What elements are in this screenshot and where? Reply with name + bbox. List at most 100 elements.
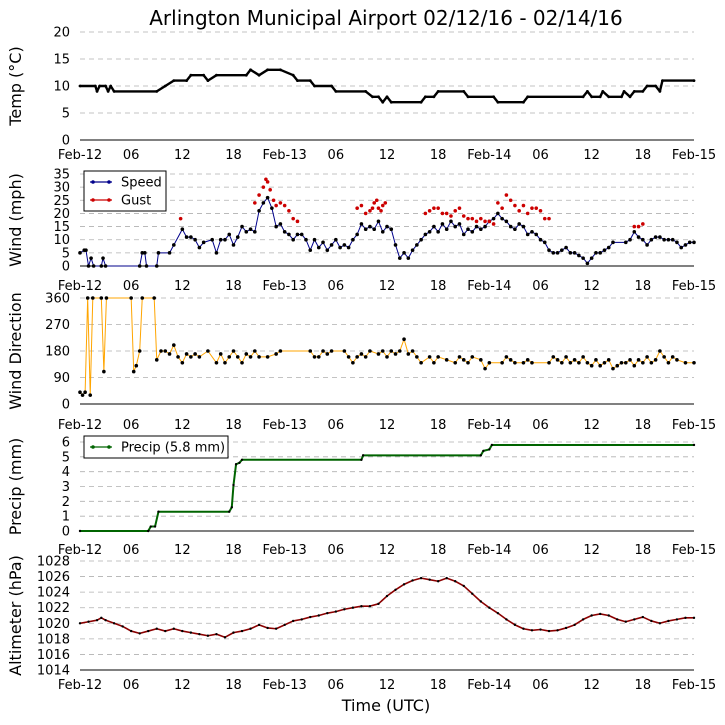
data-point-speed xyxy=(483,224,487,229)
data-point-direction xyxy=(551,355,556,359)
data-point-direction xyxy=(641,360,645,365)
data-point-direction xyxy=(645,355,649,359)
data-point-temp xyxy=(607,95,611,99)
data-point-speed xyxy=(397,256,402,260)
x-tick-label: 06 xyxy=(123,543,140,558)
data-point-speed xyxy=(589,256,594,260)
data-point-speed xyxy=(329,243,334,247)
data-point-altimeter xyxy=(95,618,99,622)
y-tick-label: 1 xyxy=(62,510,70,525)
data-point-speed xyxy=(257,209,261,213)
legend-marker-gust xyxy=(107,198,111,202)
data-point-direction xyxy=(564,355,568,359)
data-point-altimeter xyxy=(172,627,176,630)
data-point-temp xyxy=(628,95,632,99)
data-point-temp xyxy=(249,68,252,72)
data-point-temp xyxy=(308,79,312,82)
data-point-direction xyxy=(380,349,385,353)
data-point-precip xyxy=(490,443,494,447)
data-point-gust xyxy=(359,203,364,208)
data-point-direction xyxy=(683,360,688,365)
data-point-speed xyxy=(632,230,637,234)
y-tick-label: 25 xyxy=(53,194,70,209)
x-tick-label: 06 xyxy=(123,279,140,294)
data-point-direction xyxy=(560,360,564,365)
data-point-speed xyxy=(479,227,483,231)
x-tick-label: 18 xyxy=(635,418,652,433)
data-point-speed xyxy=(355,232,359,237)
data-point-direction xyxy=(483,366,487,371)
data-point-direction xyxy=(83,390,87,395)
data-point-speed xyxy=(683,243,688,247)
data-point-speed xyxy=(103,264,108,268)
data-point-altimeter xyxy=(164,629,167,633)
y-axis-label: Wind (mph) xyxy=(6,173,25,267)
data-point-speed xyxy=(436,230,440,234)
data-point-altimeter xyxy=(100,616,103,620)
x-tick-label: 12 xyxy=(583,279,600,294)
x-tick-label: 06 xyxy=(532,148,549,163)
data-point-speed xyxy=(534,232,539,237)
data-point-gust xyxy=(427,209,432,213)
data-point-speed xyxy=(521,224,526,229)
data-point-gust xyxy=(432,206,436,210)
data-point-speed xyxy=(214,251,219,255)
data-point-speed xyxy=(308,248,313,253)
data-point-direction xyxy=(530,360,534,365)
data-point-direction xyxy=(99,296,104,300)
data-point-gust xyxy=(257,193,261,197)
data-point-gust xyxy=(466,216,470,221)
data-point-speed xyxy=(560,248,564,253)
data-point-temp xyxy=(654,84,658,88)
x-tick-label: Feb-15 xyxy=(672,279,716,294)
data-point-altimeter xyxy=(326,611,329,615)
x-tick-label: 12 xyxy=(583,543,600,558)
data-point-direction xyxy=(265,355,270,359)
data-point-speed xyxy=(137,264,142,268)
data-point-direction xyxy=(432,360,436,365)
x-tick-label: 12 xyxy=(379,678,396,693)
data-point-temp xyxy=(155,90,159,93)
data-point-gust xyxy=(383,201,388,205)
data-point-precip xyxy=(240,458,244,461)
x-tick-label: 12 xyxy=(379,543,396,558)
y-tick-label: 1016 xyxy=(37,648,70,663)
data-point-speed xyxy=(248,227,253,231)
data-point-speed xyxy=(189,235,193,239)
data-point-speed xyxy=(99,264,104,268)
data-point-gust xyxy=(379,209,383,213)
data-point-altimeter xyxy=(129,629,133,633)
data-point-speed xyxy=(538,237,543,242)
y-tick-label: 1028 xyxy=(37,555,70,570)
y-axis-label: Precip (mm) xyxy=(6,438,25,536)
data-point-gust xyxy=(287,209,291,213)
data-point-direction xyxy=(461,358,466,362)
data-point-speed xyxy=(389,227,394,231)
x-tick-label: 06 xyxy=(328,148,345,163)
data-point-direction xyxy=(406,352,411,356)
data-point-altimeter xyxy=(257,623,261,627)
figure-title: Arlington Municipal Airport 02/12/16 - 0… xyxy=(149,6,622,30)
x-tick-label: 12 xyxy=(379,418,396,433)
x-tick-label: 06 xyxy=(123,148,140,163)
data-point-gust xyxy=(274,203,278,208)
data-point-direction xyxy=(248,355,253,359)
x-tick-label: 18 xyxy=(635,148,652,163)
data-point-direction xyxy=(167,352,172,356)
data-point-gust xyxy=(372,201,377,205)
data-point-direction xyxy=(78,390,82,395)
data-point-precip xyxy=(238,461,241,464)
legend-label-precip: Precip (5.8 mm) xyxy=(121,441,225,456)
y-tick-label: 5 xyxy=(62,107,70,122)
data-point-speed xyxy=(440,222,445,226)
data-point-gust xyxy=(457,206,462,210)
data-point-temp xyxy=(106,90,110,93)
data-point-temp xyxy=(658,90,662,93)
data-point-speed xyxy=(240,224,244,229)
y-tick-label: 30 xyxy=(53,181,70,196)
data-point-altimeter xyxy=(215,632,218,636)
y-tick-label: 5 xyxy=(62,450,70,465)
data-point-precip xyxy=(78,529,82,533)
data-point-direction xyxy=(163,349,168,353)
